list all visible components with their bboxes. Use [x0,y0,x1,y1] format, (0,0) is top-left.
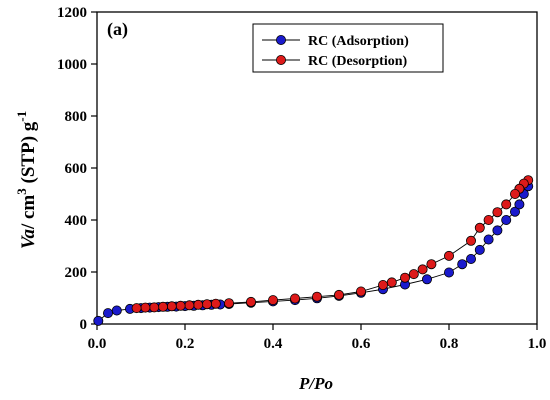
adsorption-point [501,214,512,225]
desorption-point [355,286,366,297]
legend-marker-desorption [275,55,286,66]
desorption-point [223,298,234,309]
x-tick-label: 0.4 [264,336,283,352]
desorption-point [175,300,186,311]
x-tick-label: 1.0 [528,336,547,352]
desorption-point [501,199,512,210]
desorption-point [408,269,419,280]
desorption-point [140,302,151,313]
adsorption-point [483,234,494,245]
panel-label: (a) [107,19,128,40]
x-tick-label: 0.0 [88,336,107,352]
desorption-point [289,293,300,304]
legend-marker-adsorption [275,35,286,46]
adsorption-point [509,206,520,217]
x-tick-label: 0.8 [440,336,459,352]
adsorption-point [514,199,525,210]
y-axis-title-variable: Va [18,229,39,250]
adsorption-point [465,253,476,264]
desorption-point [201,299,212,310]
x-tick-label: 0.2 [176,336,195,352]
desorption-point [184,300,195,311]
desorption-point [333,289,344,300]
legend-box [252,23,444,73]
y-axis-title-unit-1: / cm [18,195,39,230]
adsorption-point [111,305,122,316]
adsorption-point [93,315,104,326]
y-axis-title-superscript-2: -1 [14,111,29,122]
desorption-point [492,207,503,218]
y-tick-label: 600 [65,161,88,177]
legend-label-desorption: RC (Desorption) [308,54,407,69]
desorption-point [267,295,278,306]
adsorption-point [474,244,485,255]
desorption-point [443,250,454,261]
adsorption-point [421,274,432,285]
desorption-point [465,235,476,246]
desorption-point [417,264,428,275]
desorption-point [474,222,485,233]
desorption-point [311,291,322,302]
desorption-point [166,301,177,312]
y-axis-title: Va/ cm3 (STP) g-1 [14,111,39,249]
y-tick-label: 1000 [57,57,87,73]
y-tick-label: 200 [65,265,88,281]
desorption-point [245,296,256,307]
adsorption-point [103,308,114,319]
adsorption-point [457,259,468,270]
desorption-point [399,272,410,283]
desorption-point [193,299,204,310]
desorption-point [426,259,437,270]
plot-area: 0.0 0.2 0.4 0.6 0.8 1.0 0 200 400 600 800 1000 1200 [57,5,546,352]
adsorption-point [443,267,454,278]
adsorption-point [492,225,503,236]
y-tick-label: 800 [65,109,88,125]
desorption-point [131,303,142,314]
desorption-point [210,298,221,309]
desorption-point [157,301,168,312]
legend-label-adsorption: RC (Adsorption) [308,34,409,49]
x-axis-title: P/Po [298,374,333,393]
legend: RC (Adsorption) RC (Desorption) [252,23,444,73]
x-tick-label: 0.6 [352,336,371,352]
y-tick-label: 1200 [57,5,87,21]
desorption-point [149,302,160,313]
y-tick-label: 400 [65,213,88,229]
y-axis-title-superscript-1: 3 [14,188,29,195]
desorption-point [377,279,388,290]
desorption-point [509,188,520,199]
desorption-point [483,214,494,225]
y-axis-title-unit-2: (STP) g [18,121,39,188]
y-tick-label: 0 [80,317,88,333]
desorption-point [386,277,397,288]
